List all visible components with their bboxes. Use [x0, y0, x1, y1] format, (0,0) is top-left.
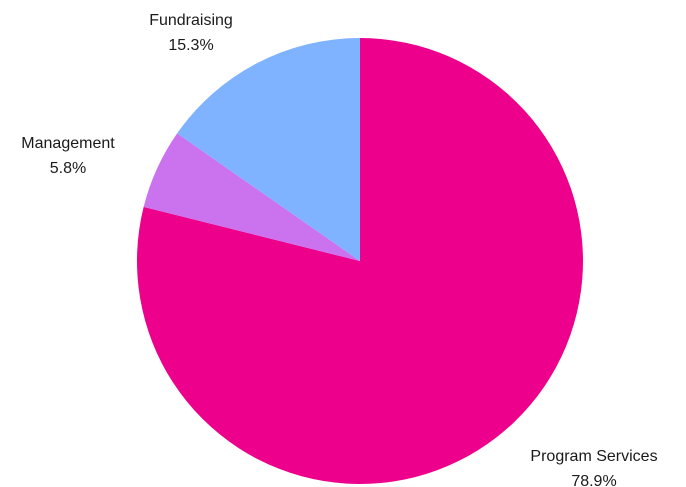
- pie-slice-management: [143, 133, 360, 261]
- slice-label-program-services: Program Services: [530, 448, 657, 465]
- slice-value-fundraising: 15.3%: [168, 37, 213, 54]
- slice-value-management: 5.8%: [50, 160, 86, 177]
- pie-slices: [136, 38, 583, 484]
- pie-labels: Fundraising 15.3% Management 5.8% Progra…: [21, 12, 657, 487]
- slice-label-fundraising: Fundraising: [149, 12, 233, 29]
- pie-slice-program-services: [136, 38, 583, 484]
- pie-slice-fundraising: [177, 38, 360, 261]
- slice-label-management: Management: [21, 135, 115, 152]
- slice-value-program-services: 78.9%: [571, 473, 616, 487]
